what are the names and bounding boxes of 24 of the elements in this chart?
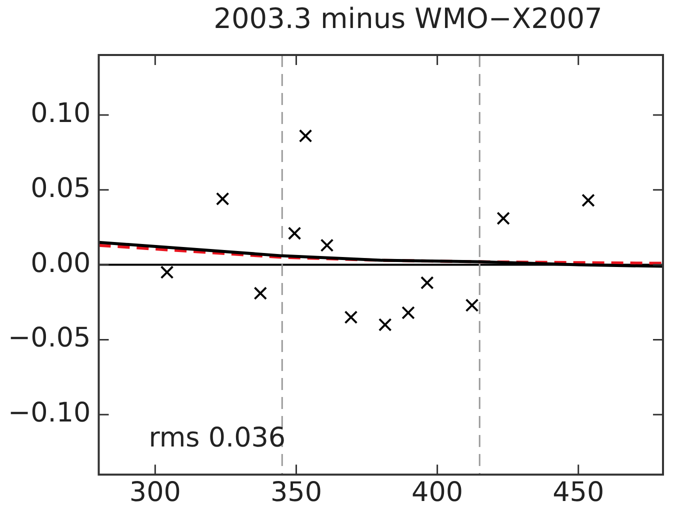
point <box>298 129 312 143</box>
annotation: rms 0.036 <box>148 422 286 454</box>
point <box>160 266 174 279</box>
point <box>344 310 358 324</box>
point <box>254 286 268 300</box>
point <box>465 298 479 312</box>
point <box>288 226 302 240</box>
point <box>420 276 434 290</box>
point <box>496 212 510 225</box>
x-tick-label: 350 <box>270 476 322 508</box>
y-tick-label: −0.10 <box>8 398 91 429</box>
x-tick-label: 400 <box>412 476 464 508</box>
point <box>378 318 392 332</box>
chart-title: 2003.3 minus WMO−X2007 <box>212 2 604 35</box>
y-tick-label: 0.10 <box>30 98 91 129</box>
point <box>402 306 415 320</box>
x-tick-label: 450 <box>552 476 604 508</box>
x-tick-label: 300 <box>129 476 181 508</box>
point <box>582 194 595 208</box>
y-tick-label: 0.00 <box>30 248 91 279</box>
y-tick-label: −0.05 <box>8 322 91 354</box>
y-tick-label: 0.05 <box>30 172 91 204</box>
point <box>320 238 334 252</box>
point <box>216 192 230 206</box>
